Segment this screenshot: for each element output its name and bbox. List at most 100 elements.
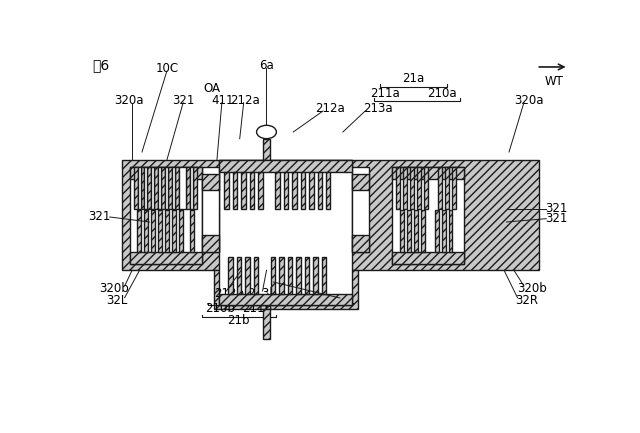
Bar xyxy=(262,139,271,160)
Bar xyxy=(219,160,352,305)
Text: OA: OA xyxy=(203,82,220,95)
Text: 213a: 213a xyxy=(363,102,392,115)
Bar xyxy=(352,167,369,252)
Bar xyxy=(442,210,445,252)
Text: 10C: 10C xyxy=(156,62,179,75)
Bar xyxy=(190,167,193,209)
Bar xyxy=(175,167,179,209)
Bar xyxy=(424,167,428,209)
Bar xyxy=(392,167,465,179)
Bar xyxy=(186,167,190,209)
Bar xyxy=(145,167,147,209)
Bar xyxy=(396,167,401,209)
Text: WT: WT xyxy=(544,75,563,88)
Text: 321: 321 xyxy=(89,210,111,223)
Bar xyxy=(438,167,442,209)
Text: 320b: 320b xyxy=(99,282,129,295)
Bar xyxy=(407,210,411,252)
Text: 320a: 320a xyxy=(114,94,143,107)
Bar xyxy=(400,210,404,252)
Text: 320a: 320a xyxy=(514,94,543,107)
Text: 321: 321 xyxy=(172,94,195,107)
Text: 411: 411 xyxy=(212,94,234,107)
Bar xyxy=(138,167,141,209)
Bar xyxy=(414,210,418,252)
Text: 図6: 図6 xyxy=(92,58,109,73)
Bar xyxy=(292,172,297,209)
Bar xyxy=(288,257,292,294)
Bar xyxy=(245,257,250,294)
Bar xyxy=(233,172,237,209)
Bar xyxy=(158,210,162,252)
Text: 32L: 32L xyxy=(106,294,128,307)
Bar xyxy=(352,236,369,252)
Bar xyxy=(151,210,155,252)
Bar xyxy=(321,257,326,294)
Bar xyxy=(392,167,465,264)
Bar xyxy=(253,257,258,294)
Bar xyxy=(168,167,172,209)
Text: 212a: 212a xyxy=(316,102,346,115)
Bar xyxy=(326,172,330,209)
Bar xyxy=(280,257,284,294)
Bar xyxy=(129,167,202,264)
Bar xyxy=(262,309,271,339)
Text: 210b: 210b xyxy=(205,302,235,315)
Bar xyxy=(403,167,408,209)
Bar xyxy=(410,167,414,209)
Bar xyxy=(417,167,421,209)
Bar xyxy=(122,160,539,270)
Bar xyxy=(435,210,438,252)
Text: 211b: 211b xyxy=(243,302,273,315)
Bar xyxy=(202,174,219,191)
Bar xyxy=(258,172,262,209)
Bar xyxy=(193,167,197,209)
Bar xyxy=(392,252,465,264)
Bar xyxy=(275,172,280,209)
Bar xyxy=(154,167,158,209)
Bar xyxy=(179,167,186,209)
Bar xyxy=(449,210,452,252)
Text: 21b: 21b xyxy=(227,314,250,327)
Bar xyxy=(144,210,148,252)
Bar xyxy=(158,167,161,209)
Bar xyxy=(445,167,449,209)
Bar xyxy=(172,210,176,252)
Bar xyxy=(352,174,369,191)
Text: 321: 321 xyxy=(545,202,567,215)
Bar xyxy=(202,236,219,252)
Text: 6a: 6a xyxy=(259,59,274,72)
Bar xyxy=(152,167,154,209)
Bar xyxy=(189,210,193,252)
Bar xyxy=(284,172,288,209)
Bar xyxy=(165,210,169,252)
Text: 321: 321 xyxy=(545,212,567,225)
Text: 212b: 212b xyxy=(214,287,244,300)
Text: 21: 21 xyxy=(340,294,355,307)
Bar xyxy=(452,167,456,209)
Bar xyxy=(134,167,138,209)
Bar xyxy=(179,210,182,252)
Text: 210a: 210a xyxy=(428,87,457,100)
Bar xyxy=(129,252,202,264)
Bar xyxy=(420,210,425,252)
Text: 213b: 213b xyxy=(248,287,278,300)
Text: 211a: 211a xyxy=(370,87,400,100)
Bar xyxy=(313,257,317,294)
Bar xyxy=(172,167,175,209)
Bar xyxy=(301,172,305,209)
Bar xyxy=(202,167,219,252)
Text: 320b: 320b xyxy=(518,282,547,295)
Bar xyxy=(129,167,202,179)
Bar xyxy=(219,294,352,305)
Bar xyxy=(141,167,145,209)
Bar xyxy=(237,257,241,294)
Bar xyxy=(317,172,322,209)
Bar xyxy=(165,167,168,209)
Text: 212a: 212a xyxy=(230,94,260,107)
Bar xyxy=(137,210,141,252)
Bar xyxy=(296,257,301,294)
Text: 32R: 32R xyxy=(515,294,538,307)
Bar xyxy=(225,172,229,209)
Bar xyxy=(147,167,152,209)
